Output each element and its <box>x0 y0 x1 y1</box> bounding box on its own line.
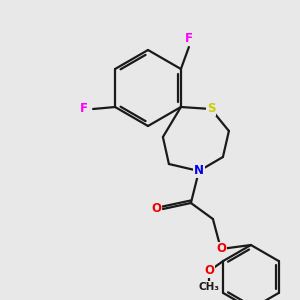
Text: O: O <box>216 242 226 256</box>
Text: O: O <box>151 202 161 215</box>
Text: F: F <box>185 32 193 46</box>
Text: N: N <box>194 164 204 178</box>
Text: S: S <box>207 103 215 116</box>
Text: O: O <box>204 265 214 278</box>
Text: CH₃: CH₃ <box>199 282 220 292</box>
Text: F: F <box>80 103 88 116</box>
